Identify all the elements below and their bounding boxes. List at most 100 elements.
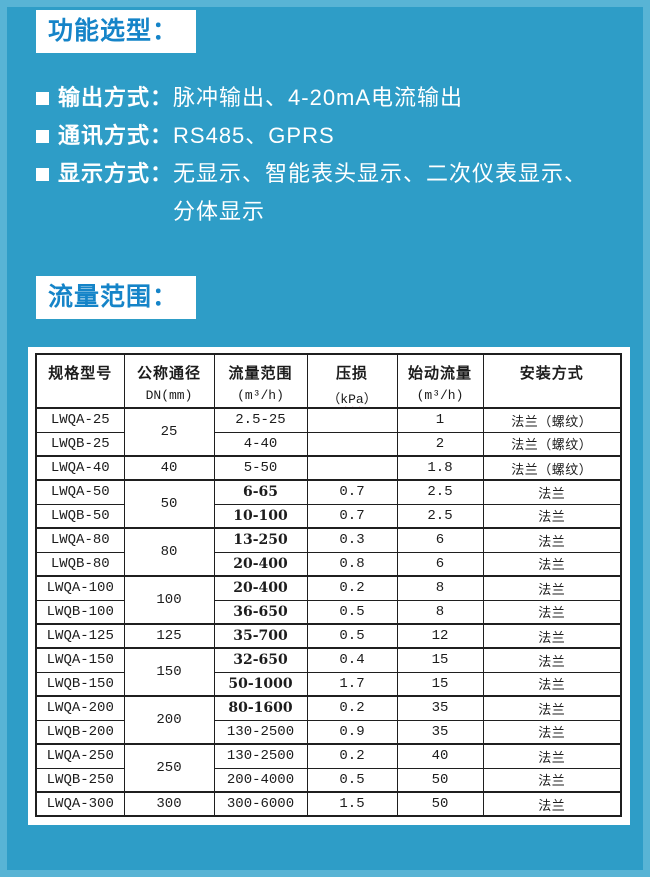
dn-cell: 100 bbox=[123, 575, 215, 625]
dn-cell: 150 bbox=[123, 647, 215, 697]
model-cell: LWQB-80 bbox=[35, 551, 125, 577]
list-item-communication-mode: 通讯方式： RS485、GPRS bbox=[36, 117, 621, 155]
model-cell: LWQA-125 bbox=[35, 623, 125, 649]
start-flow-cell: 2.5 bbox=[396, 503, 484, 529]
bullet-square-icon bbox=[36, 168, 49, 181]
install-cell: 法兰 bbox=[482, 743, 622, 769]
pressure-loss-cell bbox=[306, 431, 398, 457]
bullet-value: RS485、GPRS bbox=[173, 117, 335, 155]
pressure-loss-cell bbox=[306, 455, 398, 481]
model-cell: LWQA-25 bbox=[35, 407, 125, 433]
table-row: LWQA-125 125 35-700 0.5 12 法兰 bbox=[35, 623, 622, 649]
pressure-loss-cell: 1.5 bbox=[306, 791, 398, 817]
flow-range-cell: 2.5-25 bbox=[213, 407, 308, 433]
start-flow-cell: 40 bbox=[396, 743, 484, 769]
model-cell: LWQB-100 bbox=[35, 599, 125, 625]
list-item-display-mode: 显示方式： 无显示、智能表头显示、二次仪表显示、 分体显示 bbox=[36, 155, 621, 231]
start-flow-cell: 2.5 bbox=[396, 479, 484, 505]
pressure-loss-cell bbox=[306, 407, 398, 433]
flow-range-cell: 35-700 bbox=[213, 623, 308, 649]
model-cell: LWQB-50 bbox=[35, 503, 125, 529]
table-header-row: 规格型号 公称通径 DN(mm) 流量范围 (m³/h) 压损 （kPa） 始动… bbox=[35, 353, 622, 409]
start-flow-cell: 35 bbox=[396, 719, 484, 745]
pressure-loss-cell: 0.8 bbox=[306, 551, 398, 577]
pressure-loss-cell: 1.7 bbox=[306, 671, 398, 697]
table-row: LWQB-50 10-100 0.7 2.5 法兰 bbox=[35, 503, 622, 529]
install-cell: 法兰 bbox=[482, 503, 622, 529]
model-cell: LWQA-80 bbox=[35, 527, 125, 553]
table-row: LWQA-25 25 2.5-25 1 法兰（螺纹） bbox=[35, 407, 622, 457]
install-cell: 法兰 bbox=[482, 671, 622, 697]
dn-cell: 125 bbox=[123, 623, 215, 649]
header-flow-range: 流量范围 (m³/h) bbox=[213, 353, 308, 409]
install-cell: 法兰 bbox=[482, 551, 622, 577]
table-row: LWQA-50 50 6-65 0.7 2.5 法兰 bbox=[35, 479, 622, 529]
flow-range-cell: 300-6000 bbox=[213, 791, 308, 817]
install-cell: 法兰 bbox=[482, 575, 622, 601]
table-row: LWQB-250 200-4000 0.5 50 法兰 bbox=[35, 767, 622, 793]
install-cell: 法兰 bbox=[482, 623, 622, 649]
install-cell: 法兰（螺纹） bbox=[482, 431, 622, 457]
bullet-square-icon bbox=[36, 130, 49, 143]
table-row: LWQB-80 20-400 0.8 6 法兰 bbox=[35, 551, 622, 577]
bullet-label: 显示方式： bbox=[58, 161, 174, 186]
list-item-output-mode: 输出方式： 脉冲输出、4-20mA电流输出 bbox=[36, 79, 621, 117]
header-installation: 安装方式 bbox=[482, 353, 622, 409]
bullet-value-line2: 分体显示 bbox=[173, 199, 266, 224]
flow-range-cell: 20-400 bbox=[213, 551, 308, 577]
section-title-function-text: 功能选型： bbox=[48, 17, 179, 45]
start-flow-cell: 6 bbox=[396, 551, 484, 577]
table-row: LWQB-200 130-2500 0.9 35 法兰 bbox=[35, 719, 622, 745]
flow-range-cell: 32-650 bbox=[213, 647, 308, 673]
table-row: LWQB-100 36-650 0.5 8 法兰 bbox=[35, 599, 622, 625]
start-flow-cell: 50 bbox=[396, 791, 484, 817]
table-row: LWQA-40 40 5-50 1.8 法兰（螺纹） bbox=[35, 455, 622, 481]
bullet-label: 通讯方式： bbox=[58, 123, 174, 148]
section-title-flow-range-text: 流量范围： bbox=[48, 283, 179, 311]
table-row: LWQA-150 150 32-650 0.4 15 法兰 bbox=[35, 647, 622, 697]
flow-range-cell: 10-100 bbox=[213, 503, 308, 529]
install-cell: 法兰 bbox=[482, 767, 622, 793]
bullet-value-line1: RS485、GPRS bbox=[173, 123, 335, 148]
pressure-loss-cell: 0.5 bbox=[306, 599, 398, 625]
pressure-loss-cell: 0.4 bbox=[306, 647, 398, 673]
install-cell: 法兰 bbox=[482, 479, 622, 505]
flow-range-cell: 20-400 bbox=[213, 575, 308, 601]
dn-cell: 300 bbox=[123, 791, 215, 817]
install-cell: 法兰（螺纹） bbox=[482, 455, 622, 481]
model-cell: LWQB-200 bbox=[35, 719, 125, 745]
install-cell: 法兰 bbox=[482, 791, 622, 817]
install-cell: 法兰 bbox=[482, 695, 622, 721]
flow-range-cell: 50-1000 bbox=[213, 671, 308, 697]
start-flow-cell: 50 bbox=[396, 767, 484, 793]
dn-cell: 80 bbox=[123, 527, 215, 577]
model-cell: LWQA-200 bbox=[35, 695, 125, 721]
start-flow-cell: 2 bbox=[396, 431, 484, 457]
table-row: LWQA-300 300 300-6000 1.5 50 法兰 bbox=[35, 791, 622, 817]
start-flow-cell: 1.8 bbox=[396, 455, 484, 481]
bullet-value-line1: 脉冲输出、4-20mA电流输出 bbox=[173, 85, 464, 110]
start-flow-cell: 8 bbox=[396, 575, 484, 601]
start-flow-cell: 8 bbox=[396, 599, 484, 625]
section-title-flow-range: 流量范围： bbox=[36, 276, 197, 319]
model-cell: LWQB-25 bbox=[35, 431, 125, 457]
dn-cell: 200 bbox=[123, 695, 215, 745]
table-row: LWQB-150 50-1000 1.7 15 法兰 bbox=[35, 671, 622, 697]
pressure-loss-cell: 0.2 bbox=[306, 575, 398, 601]
flow-range-cell: 4-40 bbox=[213, 431, 308, 457]
start-flow-cell: 1 bbox=[396, 407, 484, 433]
spellcheck-squiggle: kPa bbox=[340, 392, 364, 407]
pressure-loss-cell: 0.3 bbox=[306, 527, 398, 553]
start-flow-cell: 35 bbox=[396, 695, 484, 721]
pressure-loss-cell: 0.9 bbox=[306, 719, 398, 745]
start-flow-cell: 15 bbox=[396, 647, 484, 673]
model-cell: LWQA-40 bbox=[35, 455, 125, 481]
bullet-value-line1: 无显示、智能表头显示、二次仪表显示、 bbox=[173, 161, 588, 186]
install-cell: 法兰 bbox=[482, 647, 622, 673]
section-title-function: 功能选型： bbox=[36, 10, 197, 53]
start-flow-cell: 6 bbox=[396, 527, 484, 553]
table-row: LWQB-25 4-40 2 法兰（螺纹） bbox=[35, 431, 622, 457]
pressure-loss-cell: 0.7 bbox=[306, 479, 398, 505]
flow-table-panel: 规格型号 公称通径 DN(mm) 流量范围 (m³/h) 压损 （kPa） 始动… bbox=[28, 347, 630, 825]
